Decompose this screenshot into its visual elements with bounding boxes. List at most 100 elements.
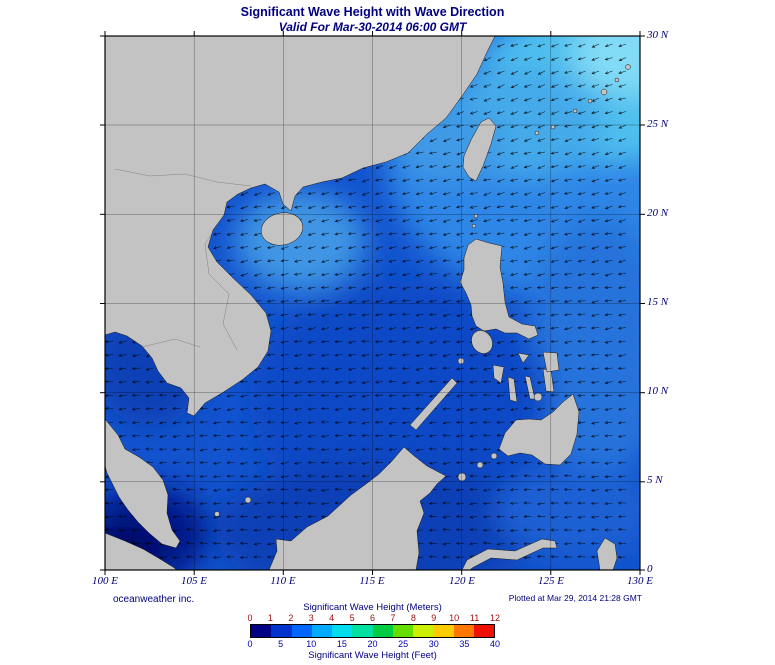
- land-natuna: [244, 496, 252, 504]
- feet-tick: 15: [336, 639, 347, 649]
- lon-label-110e: 110 E: [270, 575, 296, 587]
- colorbar-segment: [453, 625, 474, 637]
- lon-label-100e: 100 E: [92, 575, 118, 587]
- legend-feet-label: Significant Wave Height (Feet): [308, 650, 437, 661]
- land-masbate: [517, 352, 530, 364]
- land-anambas: [214, 511, 220, 517]
- lat-label-25n: 25 N: [647, 118, 669, 130]
- page-title: Significant Wave Height with Wave Direct…: [240, 5, 505, 19]
- feet-tick: 0: [247, 639, 253, 649]
- lon-label-115e: 115 E: [359, 575, 385, 587]
- colorbar-segment: [332, 625, 353, 637]
- wave-height-legend: Significant Wave Height (Meters) 0 1 2 3…: [247, 602, 500, 661]
- land-ryukyu-3: [572, 108, 578, 114]
- land-palawan: [409, 377, 458, 431]
- feet-tick: 5: [278, 639, 284, 649]
- land-calamian: [457, 357, 465, 365]
- land-ryukyu-2: [550, 124, 556, 130]
- map-container: [100, 31, 645, 575]
- colorbar-segment: [352, 625, 373, 637]
- top-ticks: [104, 31, 641, 36]
- legend-feet-ticks: 0 5 10 15 20 25 30 35 40: [247, 638, 500, 650]
- land-negros: [507, 376, 518, 403]
- feet-tick: 25: [398, 639, 409, 649]
- meters-tick: 8: [410, 613, 416, 623]
- meters-tick: 4: [329, 613, 335, 623]
- credit-text: oceanweather inc.: [113, 594, 195, 605]
- lat-label-10n: 10 N: [647, 385, 669, 397]
- map-canvas: [100, 31, 645, 575]
- land-ryukyu-4: [587, 98, 593, 104]
- land-halmahera: [596, 537, 618, 570]
- land-basilan: [490, 452, 498, 460]
- land-layer: [105, 36, 631, 570]
- colorbar-segment: [413, 625, 434, 637]
- meters-tick: 11: [469, 613, 480, 623]
- colorbar-segment: [311, 625, 332, 637]
- land-sulawesi-arm: [461, 538, 558, 570]
- meters-tick: 6: [369, 613, 376, 623]
- lat-label-20n: 20 N: [647, 207, 669, 219]
- graticule: [105, 36, 640, 570]
- lat-label-5n: 5 N: [647, 474, 663, 486]
- land-malay-peninsula: [105, 418, 181, 549]
- land-mindanao: [498, 393, 580, 466]
- feet-tick: 30: [428, 639, 439, 649]
- map-frame: [104, 35, 641, 571]
- land-batanes-2: [471, 223, 477, 229]
- meters-tick: 2: [288, 613, 294, 623]
- colorbar-segment: [392, 625, 413, 637]
- land-borneo: [268, 446, 447, 570]
- colorbar-segment: [291, 625, 312, 637]
- land-tawitawi: [457, 472, 467, 482]
- plotted-timestamp: Plotted at Mar 29, 2014 21:28 GMT: [508, 593, 642, 603]
- meters-tick: 9: [431, 613, 437, 623]
- meters-tick: 3: [308, 613, 314, 623]
- meters-tick: 12: [489, 613, 501, 623]
- land-luzon: [459, 238, 539, 340]
- legend-meters-label: Significant Wave Height (Meters): [303, 602, 442, 613]
- colorbar: [250, 624, 495, 638]
- left-ticks: [100, 35, 105, 571]
- lat-label-15n: 15 N: [647, 296, 669, 308]
- right-ticks: [640, 35, 645, 571]
- feet-tick: 40: [489, 639, 501, 649]
- valid-time-subtitle: Valid For Mar-30-2014 06:00 GMT: [278, 20, 467, 34]
- land-ryukyu-5: [614, 77, 620, 83]
- land-ryukyu-1: [534, 130, 540, 136]
- meters-tick: 7: [390, 613, 396, 623]
- colorbar-segment: [372, 625, 393, 637]
- land-mindoro: [471, 330, 493, 354]
- land-ryukyu-6: [625, 64, 631, 70]
- meters-tick: 0: [247, 613, 253, 623]
- land-taiwan: [462, 117, 497, 182]
- lat-label-30n: 30 N: [647, 29, 669, 41]
- land-panay: [492, 364, 505, 384]
- land-jolo: [476, 461, 484, 469]
- axis-ticks: [100, 31, 645, 575]
- colorbar-segment: [251, 625, 272, 637]
- lat-label-0: 0: [647, 563, 653, 575]
- feet-tick: 35: [459, 639, 470, 649]
- land-mainland-asia: [105, 36, 496, 417]
- meters-tick: 1: [267, 613, 273, 623]
- feet-tick: 20: [367, 639, 378, 649]
- feet-tick: 10: [306, 639, 317, 649]
- land-batanes-1: [473, 213, 479, 219]
- colorbar-segment: [433, 625, 454, 637]
- meters-tick: 10: [449, 613, 460, 623]
- colorbar-segment: [271, 625, 292, 637]
- bottom-ticks: [104, 570, 641, 575]
- land-sumatra: [105, 532, 178, 570]
- country-borders: [114, 168, 252, 351]
- meters-tick: 5: [349, 613, 355, 623]
- lon-label-105e: 105 E: [181, 575, 207, 587]
- land-okinawa: [600, 88, 608, 96]
- lon-label-120e: 120 E: [449, 575, 475, 587]
- colorbar-segment: [473, 625, 494, 637]
- lon-label-130e: 130 E: [627, 575, 653, 587]
- land-bohol: [533, 392, 543, 402]
- lon-label-125e: 125 E: [538, 575, 564, 587]
- land-hainan: [260, 212, 304, 246]
